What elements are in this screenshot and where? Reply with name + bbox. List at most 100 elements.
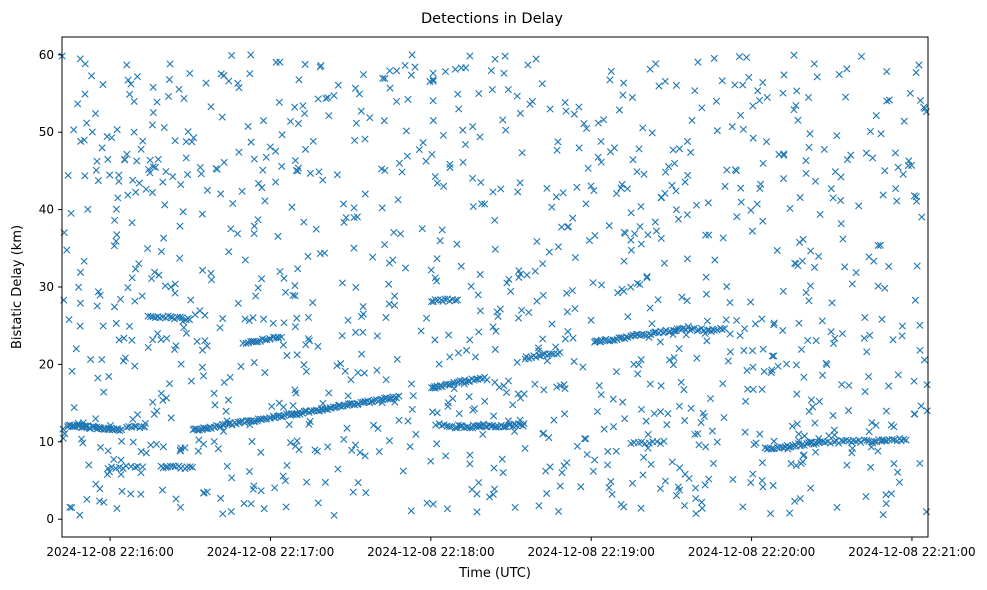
data-point-noise xyxy=(373,366,381,374)
data-point-noise xyxy=(352,283,360,291)
data-point-noise xyxy=(92,166,100,174)
data-point-noise xyxy=(210,438,218,446)
data-point-noise xyxy=(793,87,801,95)
data-point-noise xyxy=(782,360,791,368)
data-point-noise xyxy=(573,442,581,450)
data-point-noise xyxy=(759,345,767,353)
data-point-noise xyxy=(702,290,711,298)
data-point-track-d xyxy=(176,313,184,321)
data-point-noise xyxy=(865,253,873,261)
data-point-track-a xyxy=(116,426,124,435)
data-point-noise xyxy=(664,410,672,418)
data-point-noise xyxy=(533,297,541,305)
data-point-noise xyxy=(291,292,299,300)
data-point-noise xyxy=(749,134,757,142)
data-point-noise xyxy=(923,381,931,389)
data-point-noise xyxy=(642,417,650,425)
data-point-noise xyxy=(882,407,890,415)
data-point-noise xyxy=(646,380,654,388)
data-point-noise xyxy=(301,145,310,153)
data-point-noise xyxy=(291,442,300,450)
data-point-noise xyxy=(353,213,361,221)
data-point-noise xyxy=(575,144,583,152)
data-point-track-h xyxy=(472,375,480,383)
data-point-noise xyxy=(259,166,267,174)
data-point-noise xyxy=(558,469,566,477)
data-point-noise xyxy=(675,145,684,153)
data-point-noise xyxy=(876,241,884,249)
data-point-noise xyxy=(811,448,820,456)
data-point-noise xyxy=(291,156,299,165)
data-point-track-n xyxy=(721,325,729,333)
data-point-track-k xyxy=(500,423,508,431)
data-point-noise xyxy=(604,447,612,456)
data-point-noise xyxy=(378,398,386,407)
data-point-track-h xyxy=(449,380,457,388)
data-point-noise xyxy=(838,330,847,338)
data-point-noise xyxy=(228,51,236,60)
data-point-noise xyxy=(514,188,522,196)
data-point-noise xyxy=(731,81,739,89)
data-point-noise xyxy=(554,507,563,516)
data-point-noise xyxy=(157,336,165,344)
data-point-noise xyxy=(786,204,794,213)
data-point-noise xyxy=(597,390,605,399)
data-point-noise xyxy=(390,301,399,309)
data-point-noise xyxy=(535,502,543,510)
data-point-noise xyxy=(93,157,101,165)
data-point-noise xyxy=(344,316,352,324)
data-point-noise xyxy=(187,296,195,304)
data-point-noise xyxy=(539,291,547,299)
data-point-noise xyxy=(248,437,256,446)
data-point-noise xyxy=(780,71,788,79)
data-point-noise xyxy=(132,188,140,196)
data-point-noise xyxy=(823,361,831,369)
data-point-noise xyxy=(260,505,268,513)
data-point-noise xyxy=(655,82,663,90)
data-point-noise xyxy=(407,507,415,515)
data-point-track-q xyxy=(826,439,834,447)
data-point-noise xyxy=(343,424,351,432)
data-point-noise xyxy=(227,225,235,233)
data-point-noise xyxy=(669,361,678,369)
data-point-noise xyxy=(466,460,474,468)
data-point-noise xyxy=(514,390,522,398)
data-point-noise xyxy=(395,416,403,424)
data-point-noise xyxy=(214,445,222,453)
y-tick-label: 30 xyxy=(39,280,54,294)
data-point-noise xyxy=(688,116,696,124)
data-point-track-d xyxy=(164,312,172,320)
data-point-noise xyxy=(726,330,734,338)
data-point-noise xyxy=(571,253,580,262)
data-point-noise xyxy=(695,441,703,449)
data-point-noise xyxy=(548,203,556,211)
data-point-noise xyxy=(184,128,192,136)
data-point-noise xyxy=(475,89,483,98)
data-point-noise xyxy=(336,360,345,368)
data-point-noise xyxy=(589,279,597,287)
data-point-noise xyxy=(198,266,207,274)
data-point-noise xyxy=(678,293,686,301)
data-point-noise xyxy=(76,299,85,307)
data-point-noise xyxy=(94,288,103,296)
data-point-noise xyxy=(128,219,136,227)
data-point-track-c xyxy=(107,463,116,471)
data-point-noise xyxy=(262,153,270,161)
data-point-noise xyxy=(636,280,644,289)
data-point-noise xyxy=(321,249,329,257)
data-point-noise xyxy=(831,431,839,439)
data-point-noise xyxy=(800,451,808,459)
data-point-noise xyxy=(426,77,434,86)
data-point-noise xyxy=(805,297,813,305)
data-point-noise xyxy=(76,268,85,276)
data-point-track-o xyxy=(660,437,668,445)
data-point-noise xyxy=(382,313,390,322)
data-point-noise xyxy=(474,291,482,299)
data-point-noise xyxy=(128,336,136,344)
data-point-noise xyxy=(518,149,526,157)
data-point-noise xyxy=(526,100,534,108)
data-point-noise xyxy=(83,495,91,503)
data-point-track-f xyxy=(331,404,339,412)
data-point-noise xyxy=(577,483,585,491)
data-point-noise xyxy=(198,363,206,371)
